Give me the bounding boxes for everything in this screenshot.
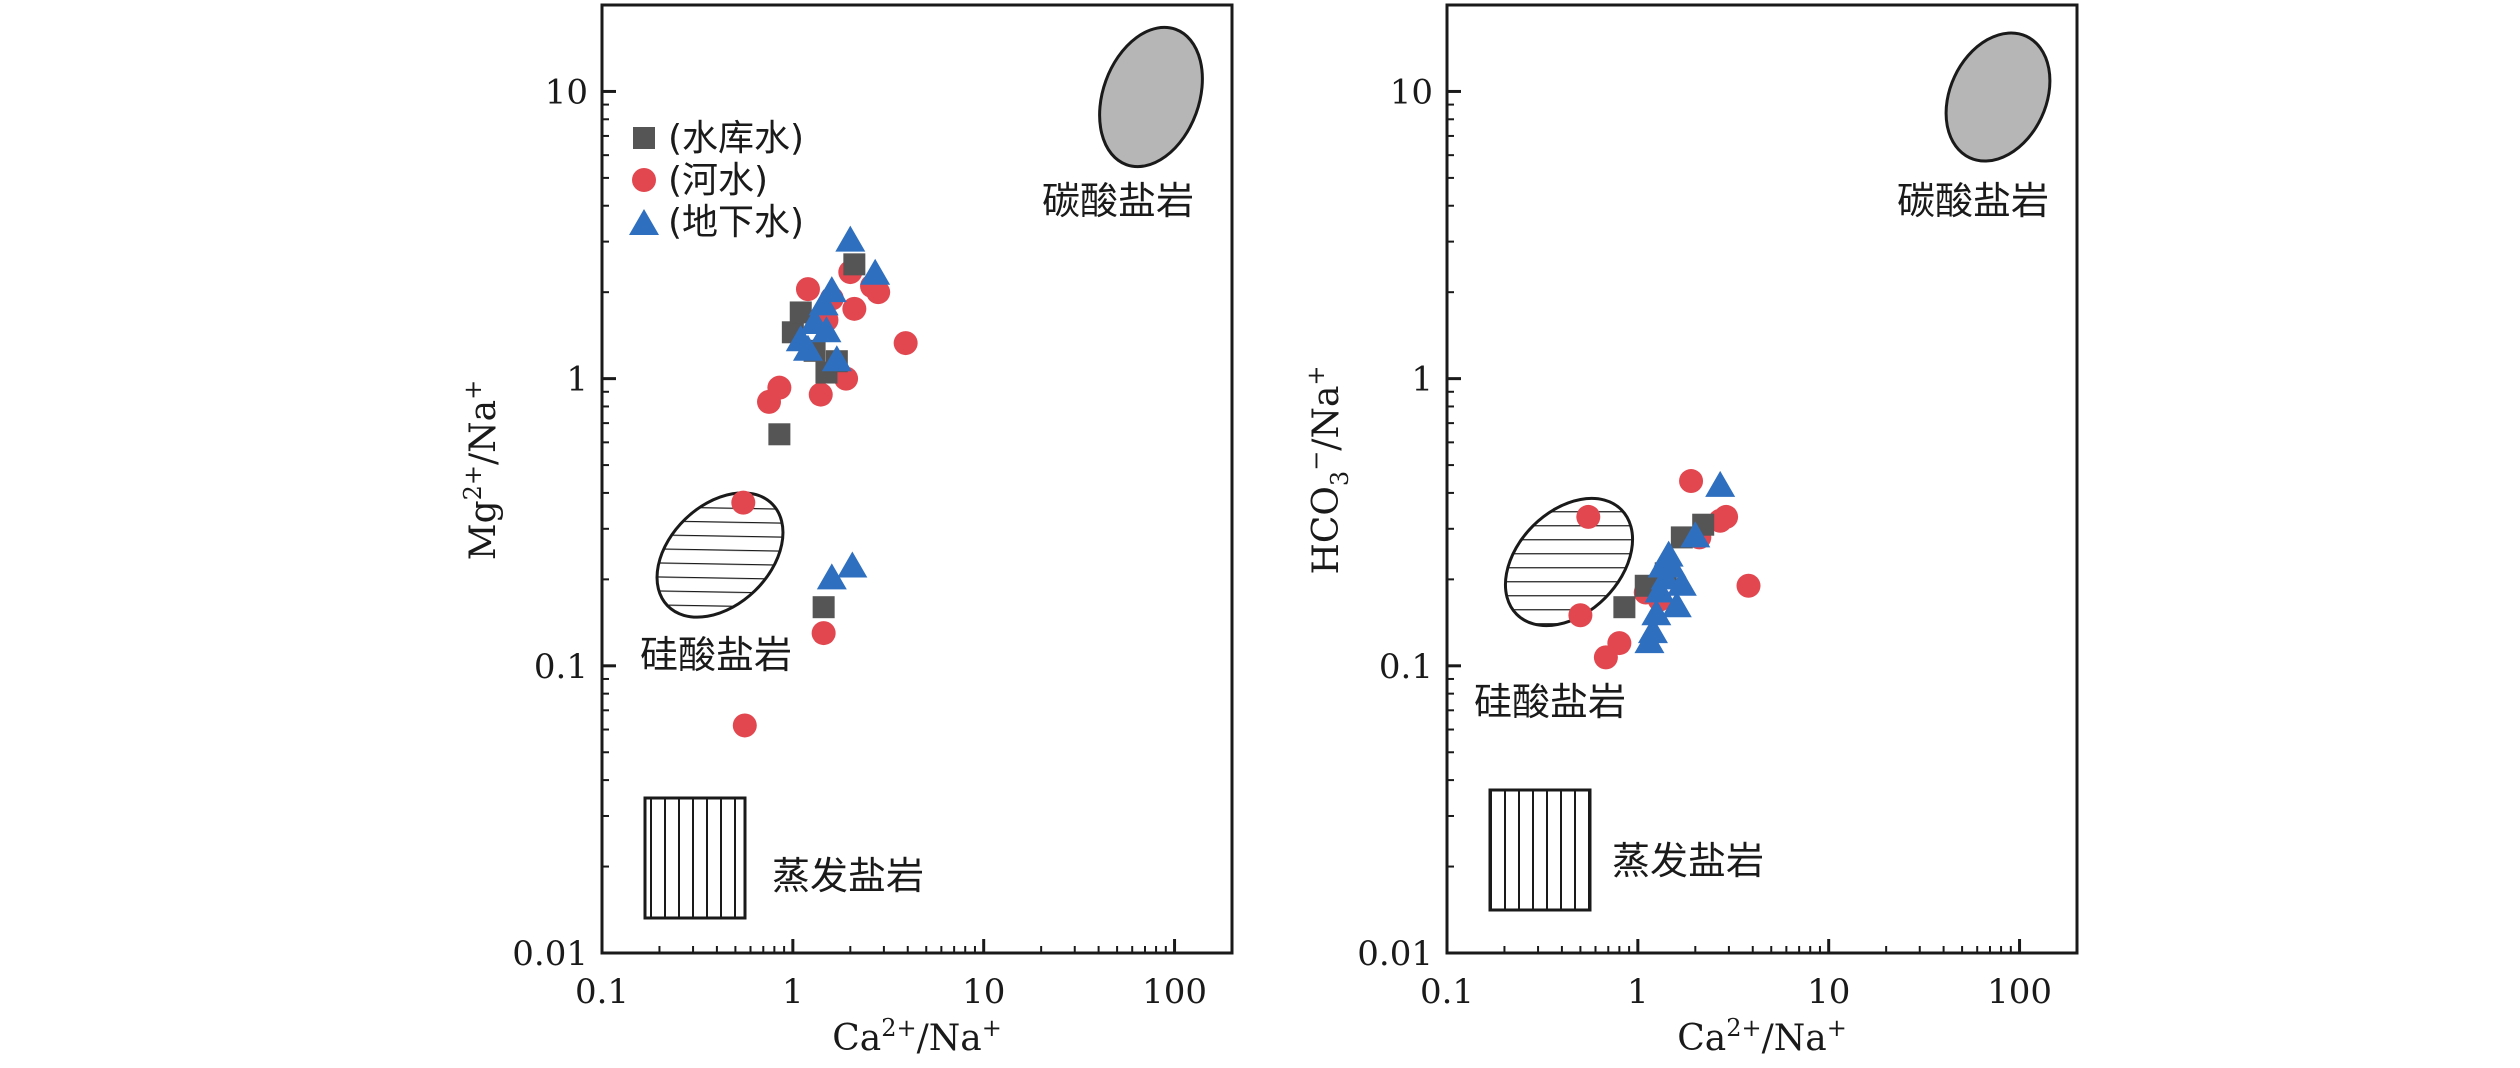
y-tick-label: 10 xyxy=(1390,72,1433,112)
reservoir-water-point xyxy=(789,301,812,324)
groundwater-point xyxy=(1644,576,1675,603)
legend-label-river: (河水) xyxy=(668,160,768,201)
groundwater-point xyxy=(1641,599,1672,626)
groundwater-point xyxy=(860,258,891,285)
groundwater-point xyxy=(821,345,852,372)
groundwater-point xyxy=(835,225,866,252)
evaporite-region-label: 蒸发盐岩 xyxy=(1612,839,1764,883)
river-water-point xyxy=(795,277,820,302)
groundwater-point xyxy=(1653,540,1684,567)
carbonate-region-label: 碳酸盐岩 xyxy=(1897,179,2049,223)
y-tick-label: 0.01 xyxy=(1357,934,1433,974)
x-tick-label: 1 xyxy=(1627,972,1649,1012)
x-tick-label: 10 xyxy=(962,972,1005,1012)
x-tick-label: 1 xyxy=(782,972,804,1012)
reservoir-water-point xyxy=(812,596,835,619)
data-points xyxy=(731,225,918,738)
y-axis-title: Mg2+/Na+ xyxy=(459,380,504,561)
silicate-region-label: 硅酸盐岩 xyxy=(640,633,792,677)
x-tick-label: 0.1 xyxy=(1420,972,1474,1012)
river-water-point xyxy=(811,621,836,646)
evaporite-region xyxy=(1488,788,1592,912)
x-axis-title: Ca2+/Na+ xyxy=(1677,1014,1847,1059)
river-water-point xyxy=(1736,573,1761,598)
legend-marker-groundwater xyxy=(629,209,659,235)
legend-label-reservoir: (水库水) xyxy=(668,118,804,159)
river-water-point xyxy=(1568,603,1593,628)
groundwater-point xyxy=(1705,470,1736,497)
groundwater-point xyxy=(1666,569,1697,596)
reservoir-water-point xyxy=(768,423,791,446)
groundwater-point xyxy=(792,334,823,361)
river-water-point xyxy=(842,296,867,321)
x-tick-label: 0.1 xyxy=(575,972,629,1012)
groundwater-point xyxy=(1637,617,1668,644)
evaporite-region xyxy=(643,796,747,920)
silicate-region xyxy=(1503,496,1635,628)
legend: (水库水) (河水) (地下水) xyxy=(629,118,804,243)
carbonate-region xyxy=(1098,25,1204,169)
evaporite-region-label: 蒸发盐岩 xyxy=(772,854,924,898)
data-points xyxy=(1568,469,1761,670)
silicate-region xyxy=(655,491,785,619)
legend-marker-reservoir xyxy=(633,127,655,149)
river-water-point xyxy=(893,331,918,356)
plot-frame xyxy=(600,3,1234,955)
legend-marker-river xyxy=(632,168,656,192)
y-tick-label: 0.1 xyxy=(534,647,588,687)
river-water-point xyxy=(731,490,756,515)
silicate-region-label: 硅酸盐岩 xyxy=(1474,680,1626,724)
groundwater-point xyxy=(808,289,839,316)
y-tick-label: 1 xyxy=(1411,360,1433,400)
reservoir-water-point xyxy=(843,253,866,276)
river-water-point xyxy=(808,382,833,407)
river-water-point xyxy=(767,375,792,400)
groundwater-point xyxy=(1680,521,1711,548)
y-tick-label: 10 xyxy=(545,72,588,112)
x-tick-label: 100 xyxy=(1987,972,2052,1012)
y-tick-label: 1 xyxy=(566,360,588,400)
river-water-point xyxy=(1607,631,1632,656)
river-water-point xyxy=(732,713,757,738)
x-tick-label: 10 xyxy=(1807,972,1850,1012)
groundwater-point xyxy=(816,563,847,590)
carbonate-region-label: 碳酸盐岩 xyxy=(1042,179,1194,223)
river-water-point xyxy=(1714,504,1739,529)
y-tick-label: 0.1 xyxy=(1379,647,1433,687)
y-axis-title: HCO3−/Na+ xyxy=(1302,365,1354,574)
carbonate-region xyxy=(1944,31,2052,163)
groundwater-point xyxy=(837,551,868,578)
river-water-point xyxy=(866,280,891,305)
x-axis-title: Ca2+/Na+ xyxy=(832,1014,1002,1059)
river-water-point xyxy=(1679,469,1704,494)
groundwater-point xyxy=(816,276,847,303)
groundwater-point xyxy=(1661,591,1692,618)
river-water-point xyxy=(1576,504,1601,529)
plot-frame xyxy=(1445,3,2079,955)
reservoir-water-point xyxy=(1613,596,1636,619)
legend-label-groundwater: (地下水) xyxy=(668,202,804,243)
y-tick-label: 0.01 xyxy=(512,934,588,974)
river-water-point xyxy=(834,366,859,391)
x-tick-label: 100 xyxy=(1142,972,1207,1012)
groundwater-point xyxy=(811,316,842,343)
